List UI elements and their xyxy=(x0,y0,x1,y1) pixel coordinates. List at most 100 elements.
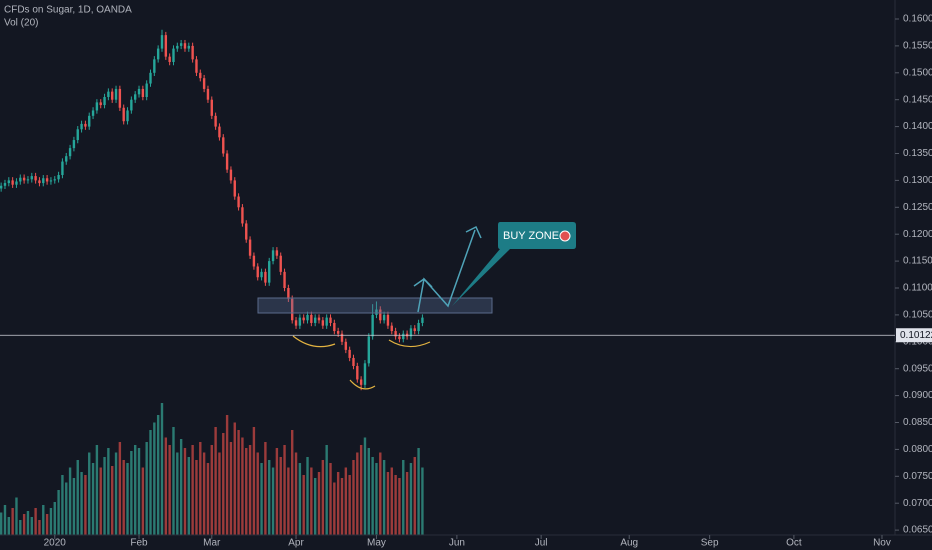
volume-bar xyxy=(248,445,252,535)
candle-body xyxy=(310,314,313,323)
volume-bar xyxy=(405,472,409,535)
volume-bar xyxy=(214,427,217,535)
candle-body xyxy=(287,287,290,299)
volume-bar xyxy=(394,475,397,535)
candle-body xyxy=(306,314,309,321)
volume-bar xyxy=(68,467,72,535)
chart-title: CFDs on Sugar, 1D, OANDA xyxy=(4,5,132,16)
volume-bar xyxy=(145,442,148,535)
candle-body xyxy=(402,333,405,340)
volume-bar xyxy=(321,460,325,535)
candle-body xyxy=(218,126,221,138)
volume-bar xyxy=(402,460,405,535)
volume-bar xyxy=(371,457,374,535)
volume-bar xyxy=(375,463,378,535)
candle-body xyxy=(45,178,49,182)
volume-bar xyxy=(252,427,256,535)
candle-body xyxy=(417,322,420,332)
volume-bar xyxy=(206,463,210,535)
volume-bar xyxy=(382,460,386,535)
candle-body xyxy=(26,179,30,181)
volume-bar xyxy=(76,460,79,535)
candle-body xyxy=(252,255,256,267)
candle-body xyxy=(91,110,95,116)
curve xyxy=(388,339,431,348)
volume-bar xyxy=(133,445,137,535)
candle-body xyxy=(0,185,3,189)
candle-body xyxy=(11,180,14,185)
candle-body xyxy=(84,123,87,127)
volume-bar xyxy=(30,517,33,535)
candle-body xyxy=(325,317,328,326)
volume-bar xyxy=(141,467,145,535)
volume-legend: Vol (20) xyxy=(4,18,38,29)
candle-body xyxy=(187,45,191,49)
volume-bar xyxy=(99,467,102,535)
candle-body xyxy=(30,176,33,180)
volume-bar xyxy=(225,415,229,535)
volume-bar xyxy=(26,511,30,535)
volume-bar xyxy=(22,514,26,535)
candle-body xyxy=(199,72,202,79)
candle-body xyxy=(168,56,171,63)
volume-bar xyxy=(279,457,282,535)
candle-body xyxy=(65,156,68,162)
candle-body xyxy=(291,298,294,321)
volume-bar xyxy=(298,463,302,535)
volume-bar xyxy=(57,490,60,535)
volume-bar xyxy=(367,448,370,535)
volume-bar xyxy=(306,457,309,535)
candle-body xyxy=(19,177,22,182)
projection-arrows xyxy=(413,225,482,313)
volume-bar xyxy=(126,463,129,535)
x-tick-label: Jul xyxy=(535,538,548,549)
candle-body xyxy=(22,177,26,181)
volume-bar xyxy=(264,442,267,535)
candle-body xyxy=(53,179,56,181)
candle-body xyxy=(210,99,213,116)
volume-bar xyxy=(111,466,114,535)
candle-layer xyxy=(0,29,424,391)
volume-bar xyxy=(417,448,420,535)
volume-bar xyxy=(114,452,118,535)
volume-bar xyxy=(34,508,37,535)
volume-bar xyxy=(53,502,56,535)
candle-body xyxy=(172,48,175,63)
x-tick-label: Aug xyxy=(620,538,638,549)
candle-body xyxy=(359,379,363,385)
x-tick-label: 2020 xyxy=(44,538,67,549)
volume-bar xyxy=(91,463,95,535)
candle-body xyxy=(302,317,305,321)
candle-body xyxy=(49,180,53,182)
candle-body xyxy=(111,91,114,100)
candle-body xyxy=(179,43,183,46)
volume-bar xyxy=(241,437,244,535)
candle-body xyxy=(409,328,413,337)
volume-bar xyxy=(61,475,64,535)
candle-body xyxy=(214,115,217,127)
callout-text: BUY ZONE xyxy=(503,230,559,242)
volume-bar xyxy=(283,445,286,535)
candle-body xyxy=(118,88,122,108)
volume-bar xyxy=(80,472,83,535)
volume-bar xyxy=(329,463,332,535)
volume-bar xyxy=(268,460,271,535)
candle-body xyxy=(137,88,141,95)
volume-bar xyxy=(386,472,390,535)
candle-body xyxy=(176,45,179,49)
volume-bar xyxy=(3,505,7,535)
candle-body xyxy=(34,176,37,181)
x-tick-label: Feb xyxy=(130,538,148,549)
volume-bar xyxy=(160,403,164,535)
volume-bar xyxy=(172,427,175,535)
volume-bar xyxy=(118,442,122,535)
candle-body xyxy=(206,88,210,100)
candle-body xyxy=(313,317,317,323)
candle-body xyxy=(398,336,401,340)
